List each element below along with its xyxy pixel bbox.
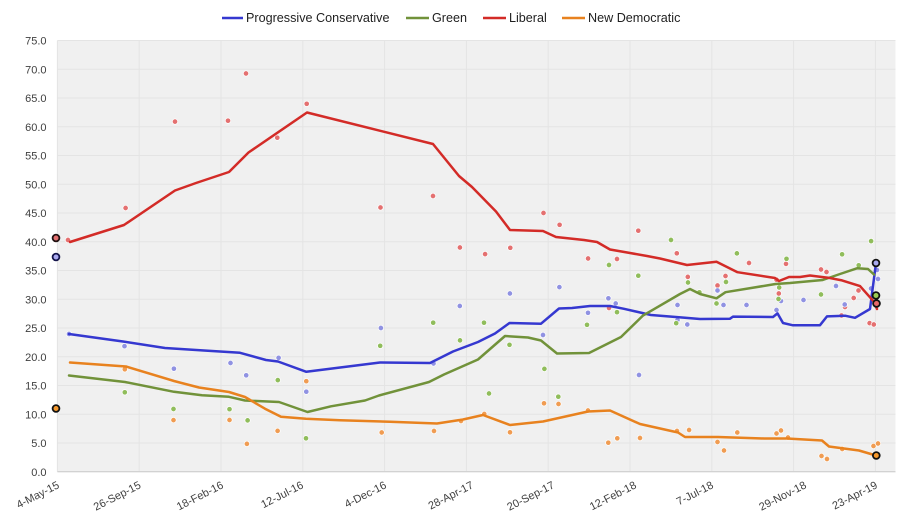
svg-text:25.0: 25.0 bbox=[25, 323, 46, 335]
svg-text:75.0: 75.0 bbox=[25, 36, 46, 48]
svg-text:35.0: 35.0 bbox=[25, 266, 46, 278]
svg-text:20.0: 20.0 bbox=[25, 352, 46, 364]
svg-text:50.0: 50.0 bbox=[25, 179, 46, 191]
svg-text:65.0: 65.0 bbox=[25, 93, 46, 105]
svg-text:45.0: 45.0 bbox=[25, 208, 46, 220]
svg-text:55.0: 55.0 bbox=[25, 151, 46, 163]
svg-text:15.0: 15.0 bbox=[25, 381, 46, 393]
svg-text:40.0: 40.0 bbox=[25, 237, 46, 249]
svg-text:60.0: 60.0 bbox=[25, 122, 46, 134]
svg-text:New Democratic: New Democratic bbox=[588, 11, 680, 25]
svg-text:5.0: 5.0 bbox=[31, 438, 46, 450]
svg-text:Green: Green bbox=[432, 11, 467, 25]
svg-text:30.0: 30.0 bbox=[25, 294, 46, 306]
svg-text:0.0: 0.0 bbox=[31, 467, 46, 479]
svg-text:Liberal: Liberal bbox=[509, 11, 547, 25]
svg-text:70.0: 70.0 bbox=[25, 64, 46, 76]
svg-text:10.0: 10.0 bbox=[25, 409, 46, 421]
svg-text:Progressive Conservative: Progressive Conservative bbox=[246, 11, 390, 25]
